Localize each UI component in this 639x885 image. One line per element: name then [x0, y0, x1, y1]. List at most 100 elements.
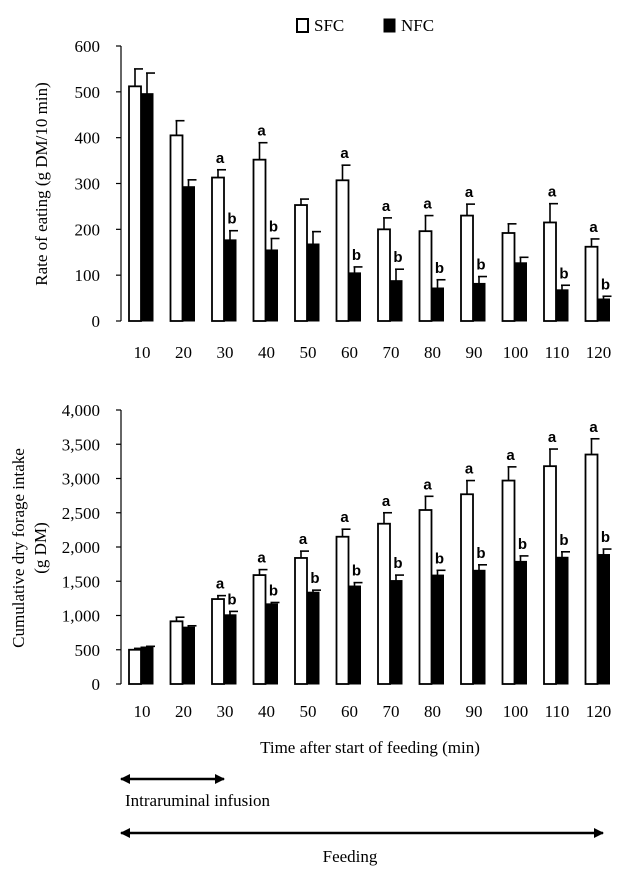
- bar-sfc: [584, 245, 599, 322]
- x-tick-label: 50: [300, 702, 317, 721]
- significance-label: b: [601, 529, 610, 546]
- x-tick-label: 30: [217, 702, 234, 721]
- bar-sfc: [211, 598, 225, 685]
- x-tick-label: 40: [258, 702, 275, 721]
- bar-sfc: [252, 158, 267, 322]
- bar-nfc: [472, 282, 486, 322]
- x-tick-label: 30: [217, 343, 234, 362]
- bar-sfc: [294, 204, 308, 322]
- feeding-label: Feeding: [323, 847, 378, 866]
- significance-label: a: [216, 150, 225, 167]
- x-tick-label: 60: [341, 702, 358, 721]
- significance-label: b: [269, 219, 278, 236]
- x-tick-label: 80: [424, 343, 441, 362]
- y-tick-label: 2,500: [62, 504, 100, 523]
- x-tick-label: 110: [545, 702, 570, 721]
- significance-label: b: [227, 211, 236, 228]
- bar-nfc: [555, 556, 569, 685]
- bar-nfc: [597, 554, 610, 685]
- significance-label: a: [382, 198, 391, 215]
- y-tick-label: 400: [75, 129, 101, 148]
- x-tick-label: 20: [175, 702, 192, 721]
- bar-nfc: [182, 626, 195, 685]
- x-tick-label: 70: [383, 702, 400, 721]
- legend-swatch-sfc: [296, 18, 309, 33]
- bar-sfc: [211, 176, 225, 322]
- bar-nfc: [265, 603, 278, 685]
- bar-nfc: [223, 239, 237, 322]
- x-tick-label: 90: [466, 343, 483, 362]
- bar-sfc: [294, 557, 308, 685]
- bar-sfc: [460, 493, 474, 685]
- significance-label: b: [352, 563, 361, 580]
- y-tick-label: 2,000: [62, 538, 100, 557]
- x-tick-label: 20: [175, 343, 192, 362]
- bar-nfc: [431, 574, 444, 685]
- bar-nfc: [514, 262, 527, 322]
- significance-label: a: [548, 429, 557, 446]
- bar-nfc: [182, 186, 195, 322]
- significance-label: b: [435, 260, 444, 277]
- y-tick-label: 600: [75, 37, 101, 56]
- y-axis-title-cumulative: Cumulative dry forage intake: [9, 448, 28, 648]
- y-axis-title-cumulative-unit: (g DM): [31, 522, 50, 573]
- significance-label: b: [393, 555, 402, 572]
- significance-label: b: [393, 249, 402, 266]
- x-tick-label: 100: [503, 702, 529, 721]
- significance-label: b: [269, 582, 278, 599]
- significance-label: b: [227, 591, 236, 608]
- x-tick-label: 120: [586, 343, 612, 362]
- bar-sfc: [501, 479, 516, 685]
- bar-sfc: [169, 620, 184, 685]
- significance-label: a: [506, 447, 515, 464]
- y-tick-label: 100: [75, 266, 101, 285]
- bar-nfc: [348, 585, 361, 685]
- x-tick-label: 120: [586, 702, 612, 721]
- bar-nfc: [306, 591, 320, 685]
- y-tick-label: 4,000: [62, 401, 100, 420]
- x-tick-label: 90: [466, 702, 483, 721]
- bar-sfc: [128, 85, 142, 322]
- bar-nfc: [306, 243, 320, 322]
- infusion-label: Intraruminal infusion: [125, 791, 270, 810]
- x-tick-label: 60: [341, 343, 358, 362]
- bar-sfc: [460, 214, 474, 322]
- significance-label: b: [435, 550, 444, 567]
- significance-label: a: [257, 550, 266, 567]
- rate-of-eating-chart: 0 100 200 300 400 500 600 10 20 a b 30 a b 40 50 a b 60 a b 7…: [75, 37, 612, 362]
- legend-swatch-nfc: [383, 18, 396, 33]
- y-tick-label: 0: [92, 312, 101, 331]
- x-tick-label: 50: [300, 343, 317, 362]
- significance-label: b: [476, 545, 485, 562]
- legend-label-nfc: NFC: [401, 16, 434, 35]
- significance-label: a: [299, 531, 308, 548]
- significance-label: b: [601, 276, 610, 293]
- significance-label: a: [589, 419, 598, 436]
- bar-sfc: [543, 221, 557, 322]
- y-tick-label: 500: [75, 83, 101, 102]
- significance-label: a: [423, 476, 432, 493]
- bar-sfc: [377, 228, 391, 322]
- x-tick-label: 10: [134, 343, 151, 362]
- y-tick-label: 500: [75, 641, 101, 660]
- cumulative-intake-chart: 0 500 1,000 1,500 2,000 2,500 3,000 3,500 4,000 1…: [62, 401, 612, 721]
- bar-nfc: [223, 614, 237, 685]
- legend: SFC NFC: [296, 16, 434, 35]
- significance-label: b: [559, 265, 568, 282]
- x-tick-label: 40: [258, 343, 275, 362]
- y-tick-label: 3,500: [62, 435, 100, 454]
- bar-sfc: [335, 179, 350, 322]
- y-tick-label: 0: [92, 675, 101, 694]
- bar-sfc: [543, 465, 557, 685]
- significance-label: a: [340, 509, 349, 526]
- bar-nfc: [140, 93, 154, 322]
- bar-nfc: [514, 560, 527, 685]
- y-tick-label: 1,500: [62, 572, 100, 591]
- significance-label: a: [465, 184, 474, 201]
- bar-sfc: [418, 509, 433, 685]
- bar-sfc: [335, 535, 350, 685]
- bar-sfc: [169, 134, 184, 322]
- bar-sfc: [128, 648, 142, 685]
- x-tick-label: 80: [424, 702, 441, 721]
